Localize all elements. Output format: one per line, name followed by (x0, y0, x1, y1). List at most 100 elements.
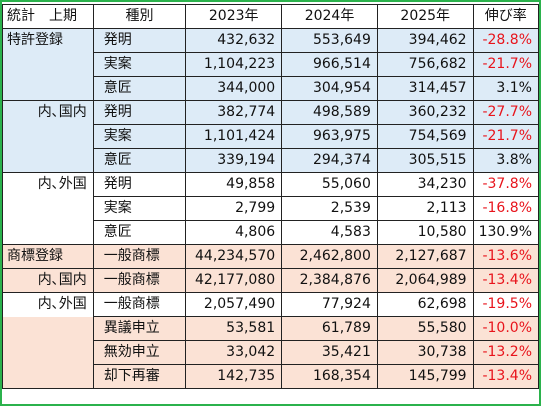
row-group-label: 内､外国 (2, 292, 94, 317)
row-kind: 実案 (92, 124, 187, 149)
value-2025: 55,580 (376, 316, 474, 341)
growth-rate: -13.4% (472, 364, 540, 389)
row-group-label (2, 340, 94, 365)
growth-rate: -13.2% (472, 340, 540, 365)
value-2025: 394,462 (376, 28, 474, 53)
growth-rate: -28.8% (472, 28, 540, 53)
value-2025: 2,064,989 (376, 268, 474, 293)
row-kind: 実案 (92, 196, 187, 221)
row-group-label (2, 316, 94, 341)
growth-rate: -10.0% (472, 316, 540, 341)
growth-rate: -21.7% (472, 124, 540, 149)
row-kind: 一般商標 (92, 244, 187, 269)
value-2025: 10,580 (376, 220, 474, 245)
row-kind: 一般商標 (92, 292, 187, 317)
value-2024: 294,374 (281, 148, 378, 173)
table-row: 商標登録 一般商標 44,234,570 2,462,800 2,127,687 -13.… (2, 244, 540, 269)
row-group-label: 特許登録 (2, 28, 94, 53)
growth-rate: -21.7% (472, 52, 540, 77)
header-period: 統計 上期 (2, 4, 94, 29)
growth-rate: 3.8% (472, 148, 540, 173)
row-group-label (2, 76, 94, 101)
value-2023: 49,858 (185, 172, 283, 197)
header-kind: 種別 (92, 4, 187, 29)
value-2025: 62,698 (376, 292, 474, 317)
table-row: 無効申立 33,042 35,421 30,738 -13.2% (2, 340, 540, 365)
value-2023: 44,234,570 (185, 244, 283, 269)
value-2024: 966,514 (281, 52, 378, 77)
row-group-label: 商標登録 (2, 244, 94, 269)
row-kind: 意匠 (92, 76, 187, 101)
growth-rate: -13.6% (472, 244, 540, 269)
row-group-label: 内､外国 (2, 172, 94, 197)
value-2024: 2,384,876 (281, 268, 378, 293)
value-2025: 360,232 (376, 100, 474, 125)
value-2025: 145,799 (376, 364, 474, 389)
value-2024: 168,354 (281, 364, 378, 389)
row-group-label (2, 148, 94, 173)
value-2024: 61,789 (281, 316, 378, 341)
value-2024: 498,589 (281, 100, 378, 125)
row-kind: 意匠 (92, 148, 187, 173)
row-kind: 無効申立 (92, 340, 187, 365)
table-row: 意匠 344,000 304,954 314,457 3.1% (2, 76, 540, 101)
table-row: 内､外国 一般商標 2,057,490 77,924 62,698 -19.5% (2, 292, 540, 317)
table-row: 内､国内 一般商標 42,177,080 2,384,876 2,064,989 -13.… (2, 268, 540, 293)
value-2024: 2,462,800 (281, 244, 378, 269)
value-2024: 304,954 (281, 76, 378, 101)
row-group-label (2, 124, 94, 149)
value-2024: 55,060 (281, 172, 378, 197)
statistics-table: 統計 上期 種別 2023年 2024年 2025年 伸び率 特許登録 発明 432… (2, 4, 540, 389)
value-2023: 1,104,223 (185, 52, 283, 77)
row-group-label (2, 220, 94, 245)
value-2023: 42,177,080 (185, 268, 283, 293)
table-row: 却下再審 142,735 168,354 145,799 -13.4% (2, 364, 540, 389)
value-2024: 553,649 (281, 28, 378, 53)
value-2025: 2,113 (376, 196, 474, 221)
growth-rate: -13.4% (472, 268, 540, 293)
value-2025: 2,127,687 (376, 244, 474, 269)
table-row: 内､国内 発明 382,774 498,589 360,232 -27.7% (2, 100, 540, 125)
value-2023: 432,632 (185, 28, 283, 53)
growth-rate: 130.9% (472, 220, 540, 245)
row-kind: 発明 (92, 28, 187, 53)
value-2024: 2,539 (281, 196, 378, 221)
header-2024: 2024年 (281, 4, 378, 29)
value-2023: 2,057,490 (185, 292, 283, 317)
table-row: 異議申立 53,581 61,789 55,580 -10.0% (2, 316, 540, 341)
row-kind: 異議申立 (92, 316, 187, 341)
table-row: 実案 2,799 2,539 2,113 -16.8% (2, 196, 540, 221)
value-2025: 314,457 (376, 76, 474, 101)
row-group-label: 内､国内 (2, 100, 94, 125)
value-2025: 305,515 (376, 148, 474, 173)
growth-rate: 3.1% (472, 76, 540, 101)
table-row: 実案 1,104,223 966,514 756,682 -21.7% (2, 52, 540, 77)
growth-rate: -16.8% (472, 196, 540, 221)
value-2025: 34,230 (376, 172, 474, 197)
table-row: 実案 1,101,424 963,975 754,569 -21.7% (2, 124, 540, 149)
value-2025: 756,682 (376, 52, 474, 77)
value-2023: 4,806 (185, 220, 283, 245)
table-row: 内､外国 発明 49,858 55,060 34,230 -37.8% (2, 172, 540, 197)
row-kind: 実案 (92, 52, 187, 77)
row-kind: 意匠 (92, 220, 187, 245)
table-row: 意匠 4,806 4,583 10,580 130.9% (2, 220, 540, 245)
growth-rate: -37.8% (472, 172, 540, 197)
value-2023: 382,774 (185, 100, 283, 125)
row-kind: 発明 (92, 172, 187, 197)
value-2023: 53,581 (185, 316, 283, 341)
value-2025: 754,569 (376, 124, 474, 149)
row-group-label: 内､国内 (2, 268, 94, 293)
growth-rate: -27.7% (472, 100, 540, 125)
value-2023: 339,194 (185, 148, 283, 173)
row-group-label (2, 196, 94, 221)
row-kind: 却下再審 (92, 364, 187, 389)
row-kind: 一般商標 (92, 268, 187, 293)
header-growth-rate: 伸び率 (472, 4, 540, 29)
value-2024: 4,583 (281, 220, 378, 245)
value-2024: 963,975 (281, 124, 378, 149)
value-2024: 77,924 (281, 292, 378, 317)
row-kind: 発明 (92, 100, 187, 125)
table-row: 意匠 339,194 294,374 305,515 3.8% (2, 148, 540, 173)
